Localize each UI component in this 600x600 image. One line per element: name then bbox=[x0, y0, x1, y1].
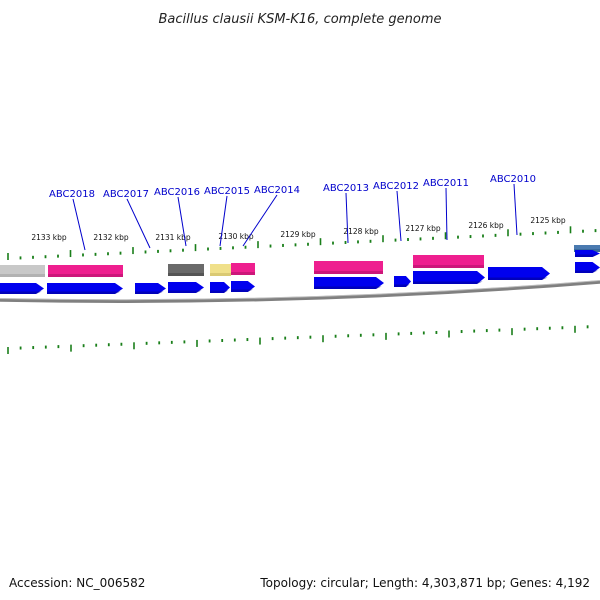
cds-arrow-shadow bbox=[314, 286, 382, 289]
gene-label: ABC2012 bbox=[373, 181, 419, 192]
kbp-tick-label: 2130 kbp bbox=[218, 232, 254, 241]
kbp-tick-label: 2131 kbp bbox=[155, 233, 191, 242]
cds-arrow-shadow bbox=[231, 289, 253, 292]
map-title: Bacillus clausii KSM-K16, complete genom… bbox=[158, 12, 441, 27]
cds-arrow bbox=[314, 277, 384, 289]
cds-arrow bbox=[394, 276, 411, 287]
cds-arrow-shadow bbox=[168, 290, 202, 293]
gene-leader-line bbox=[72, 198, 86, 251]
genome-backbone bbox=[0, 280, 600, 303]
gene-label: ABC2010 bbox=[490, 174, 536, 185]
gene-leader-line bbox=[126, 198, 151, 249]
cds-arrow-shadow bbox=[394, 284, 410, 287]
outer-tick-ring bbox=[7, 226, 597, 260]
feature-box-shadow bbox=[0, 274, 45, 277]
cds-arrow-shadow bbox=[575, 270, 598, 273]
cds-arrow bbox=[488, 267, 550, 280]
gene-leader-line bbox=[445, 187, 448, 241]
gene-leader-line bbox=[396, 190, 402, 242]
feature-box-shadow bbox=[210, 273, 231, 276]
feature-box-shadow bbox=[48, 274, 123, 277]
gene-leader-line bbox=[219, 195, 228, 247]
kbp-tick-label: 2126 kbp bbox=[468, 221, 504, 230]
feature-box-shadow bbox=[314, 271, 383, 274]
cds-arrow-shadow bbox=[575, 254, 598, 257]
feature-box-shadow bbox=[413, 265, 484, 268]
cds-arrow bbox=[413, 271, 485, 284]
gene-label: ABC2014 bbox=[254, 185, 300, 196]
kbp-tick-label: 2133 kbp bbox=[31, 233, 67, 242]
kbp-tick-label: 2125 kbp bbox=[530, 216, 566, 225]
gene-label: ABC2015 bbox=[204, 186, 250, 197]
cds-arrow-shadow bbox=[488, 277, 548, 280]
cds-arrow bbox=[575, 262, 600, 273]
cds-arrow bbox=[135, 283, 166, 294]
cds-arrow-shadow bbox=[135, 291, 164, 294]
gene-leader-line bbox=[513, 183, 518, 236]
topology-text: Topology: circular; Length: 4,303,871 bp… bbox=[260, 576, 590, 590]
gene-label: ABC2017 bbox=[103, 189, 149, 200]
cds-arrow bbox=[47, 283, 123, 294]
feature-box bbox=[314, 261, 383, 274]
feature-box-shadow bbox=[168, 273, 204, 276]
cds-arrow-shadow bbox=[0, 291, 42, 294]
kbp-tick-label: 2132 kbp bbox=[93, 233, 129, 242]
gene-leader-line bbox=[177, 196, 187, 247]
cds-arrow bbox=[0, 283, 44, 294]
feature-track bbox=[0, 245, 600, 277]
genome-backbone-highlight bbox=[0, 280, 600, 301]
feature-box-shadow bbox=[231, 272, 255, 275]
kbp-tick-label: 2128 kbp bbox=[343, 227, 379, 236]
feature-box bbox=[574, 245, 600, 252]
accession-text: Accession: NC_006582 bbox=[9, 576, 146, 590]
gene-label: ABC2016 bbox=[154, 187, 200, 198]
cds-arrow-shadow bbox=[47, 291, 121, 294]
kbp-label-group: 2133 kbp 2132 kbp 2131 kbp 2130 kbp 2129 kbp… bbox=[31, 216, 566, 242]
gene-label-group: ABC2018 ABC2017 ABC2016 ABC2015 ABC2014 ABC20… bbox=[49, 174, 536, 251]
cds-arrow-shadow bbox=[210, 290, 229, 293]
kbp-tick-label: 2127 kbp bbox=[405, 224, 441, 233]
gene-label: ABC2011 bbox=[423, 178, 469, 189]
feature-box bbox=[413, 255, 484, 268]
gene-label: ABC2018 bbox=[49, 189, 95, 200]
cds-arrow bbox=[231, 281, 255, 292]
gene-label: ABC2013 bbox=[323, 183, 369, 194]
cds-track bbox=[0, 250, 600, 294]
cds-arrow bbox=[168, 282, 204, 293]
cds-arrow bbox=[210, 282, 230, 293]
kbp-tick-label: 2129 kbp bbox=[280, 230, 316, 239]
gene-leader-line bbox=[345, 192, 349, 244]
cds-arrow-shadow bbox=[413, 281, 483, 284]
gene-leader-line bbox=[242, 194, 278, 247]
inner-tick-ring bbox=[7, 325, 589, 354]
